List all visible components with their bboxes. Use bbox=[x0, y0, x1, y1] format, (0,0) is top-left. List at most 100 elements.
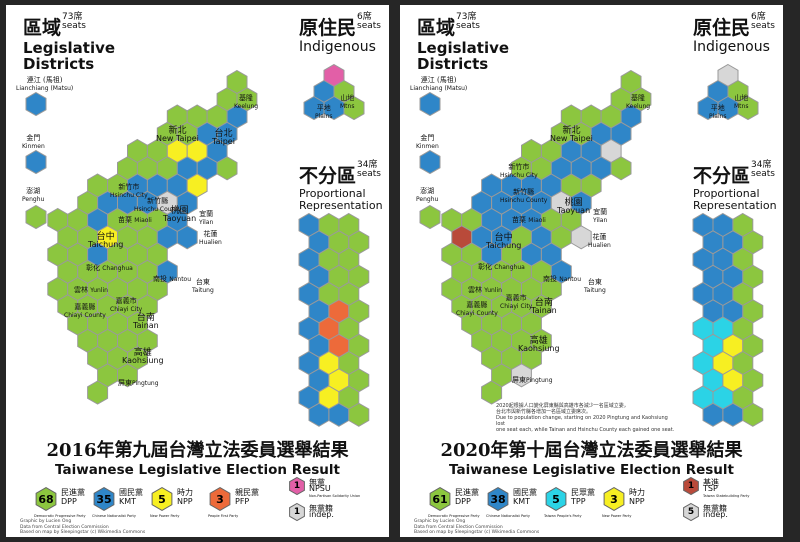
label-miaoli: 苗栗 Miaoli bbox=[118, 216, 152, 224]
legend-count-npp: 3 bbox=[610, 492, 618, 506]
legend-hex-npp bbox=[151, 487, 173, 511]
label-hsinchucity: 新竹市 Hsinchu City bbox=[500, 163, 538, 179]
label-yunlin: 雲林 Yunlin bbox=[468, 286, 502, 294]
label-lianchiang: 連江 (馬祖) Lianchiang (Matsu) bbox=[16, 76, 74, 92]
label-yunlin: 雲林 Yunlin bbox=[74, 286, 108, 294]
title-block-2016: 2016年第九屆台灣立法委員選舉結果 Taiwanese Legislative… bbox=[6, 436, 389, 478]
proportional-en-1: Proportional bbox=[693, 187, 760, 200]
proportional-seat-hex bbox=[722, 402, 744, 427]
label-chiayicity: 嘉義市 Chiayi City bbox=[500, 294, 533, 310]
label-pingtung: 屏東Pingtung bbox=[118, 379, 159, 387]
proportional-seat-hex bbox=[742, 402, 764, 427]
credit-2020: Graphic by Lucien Ong Data from Central E… bbox=[414, 519, 540, 535]
penghu-seat-hex bbox=[25, 204, 47, 230]
legend-count-dpp: 68 bbox=[38, 492, 54, 506]
legend-fullname-pfp: People First Party bbox=[208, 514, 239, 518]
label-taichung: 台中 Taichung bbox=[486, 233, 522, 250]
label-hualien: 花蓮 Hualien bbox=[199, 230, 222, 246]
districts-cn: 區域 bbox=[23, 17, 62, 39]
legend-fullname-kmt: Chinese Nationalist Party bbox=[486, 514, 530, 518]
legend-count-tsp: 1 bbox=[687, 481, 695, 491]
districts-cn: 區域 bbox=[417, 17, 456, 39]
proportional-seat-hex bbox=[308, 402, 330, 427]
proportional-en-2: Representation bbox=[693, 199, 777, 212]
label-kaohsiung: 高雄 Kaohsiung bbox=[518, 336, 560, 353]
proportional-seat-hex bbox=[348, 402, 370, 427]
label-pingtung: 屏東Pingtung bbox=[512, 376, 553, 384]
label-mtns: 山地 Mtns bbox=[340, 94, 355, 110]
label-taichung: 台中 Taichung bbox=[88, 232, 124, 249]
legend-abbr-dpp: DPP bbox=[455, 497, 471, 506]
indigenous-header: 原住民6席 seats Indigenous bbox=[693, 12, 775, 55]
legend-abbr-dpp: DPP bbox=[61, 497, 77, 506]
district-seat-hex bbox=[570, 225, 592, 250]
legend-cn-kmt: 國民黨 bbox=[513, 488, 537, 497]
legend-count-indep: 5 bbox=[687, 507, 695, 517]
penghu-seat-hex bbox=[419, 204, 441, 230]
legend-hex-npp bbox=[603, 487, 625, 511]
legend-abbr-tpp: TPP bbox=[571, 497, 586, 506]
legend-abbr-indep: indep. bbox=[309, 510, 334, 519]
legend-hex-tpp bbox=[545, 487, 567, 511]
label-changhua: 彰化 Changhua bbox=[478, 263, 525, 271]
indigenous-seats: 6席 seats bbox=[357, 12, 381, 31]
legend-hex-kmt bbox=[93, 487, 115, 511]
label-taitung: 台東 Taitung bbox=[192, 278, 214, 294]
district-seat-hex bbox=[481, 380, 503, 405]
district-seat-hex bbox=[87, 380, 109, 405]
label-chiayicounty: 嘉義縣 Chiayi County bbox=[456, 301, 498, 317]
legend-fullname-tsp: Taiwan Statebuilding Party bbox=[703, 494, 750, 498]
districts-en-2: Districts bbox=[417, 55, 489, 73]
districts-en-1: Legislative bbox=[417, 39, 510, 57]
district-seat-hex bbox=[511, 363, 532, 388]
panel-2020: 區域73席 seats Legislative Districts 原住民6席 … bbox=[400, 5, 783, 537]
hex-map-2016 bbox=[25, 63, 370, 427]
districts-seats: 73席 seats bbox=[456, 12, 480, 31]
proportional-seat-hex bbox=[702, 402, 724, 427]
proportional-cn: 不分區 bbox=[693, 165, 751, 187]
title-en-2020: Taiwanese Legislative Election Result bbox=[449, 462, 734, 478]
title-cn-2020: 2020年第十屆台灣立法委員選舉結果 bbox=[440, 440, 743, 461]
districts-header: 區域73席 seats Legislative Districts bbox=[417, 12, 510, 73]
label-nantou: 南投 Nantou bbox=[153, 275, 192, 283]
legend-fullname-dpp: Democratic Progressive Party bbox=[34, 514, 86, 518]
hex-map-2020 bbox=[419, 63, 764, 427]
indigenous-seats: 6席 seats bbox=[751, 12, 775, 31]
district-seat-hex bbox=[216, 156, 238, 181]
proportional-header: 不分區34席 seats Proportional Representation bbox=[299, 161, 383, 212]
label-kinmen: 金門 Kinmen bbox=[416, 134, 439, 150]
label-nantou: 南投 Nantou bbox=[543, 275, 582, 283]
label-taipei: 台北 Taipei bbox=[212, 129, 235, 146]
indigenous-en: Indigenous bbox=[299, 39, 376, 55]
legend-abbr-npsu: NPSU bbox=[309, 484, 331, 493]
proportional-en-1: Proportional bbox=[299, 187, 366, 200]
legend-fullname-dpp: Democratic Progressive Party bbox=[428, 514, 480, 518]
districts-header: 區域73席 seats Legislative Districts bbox=[23, 13, 116, 73]
legend-count-npp: 5 bbox=[158, 492, 166, 506]
panel-2016: 區域73席 seats Legislative Districts 原住民6席 … bbox=[6, 5, 389, 537]
legend-hex-indep bbox=[683, 502, 699, 522]
label-hsinchucounty: 新竹縣 Hsinchu County bbox=[500, 188, 548, 204]
legend-fullname-tpp: Taiwan People's Party bbox=[544, 514, 582, 518]
legend-cn-npp: 時力 bbox=[629, 488, 645, 497]
legend-hex-dpp bbox=[429, 487, 451, 511]
legend-count-kmt: 35 bbox=[96, 492, 112, 506]
indigenous-seat-hex bbox=[343, 95, 365, 121]
title-cn-2016: 2016年第九屆台灣立法委員選舉結果 bbox=[46, 440, 349, 461]
legend-2020: 61 民進黨 DPP Democratic Progressive Party 38 國民… bbox=[400, 476, 783, 526]
legend-cn-tpp: 民眾黨 bbox=[571, 488, 595, 497]
legend-count-indep: 1 bbox=[293, 507, 301, 517]
legend-count-pfp: 3 bbox=[216, 492, 224, 506]
legend-abbr-tsp: TSP bbox=[703, 484, 718, 493]
label-kinmen: 金門 Kinmen bbox=[22, 134, 45, 150]
label-penghu: 澎湖 Penghu bbox=[22, 187, 45, 203]
legend-fullname-npp: New Power Party bbox=[602, 514, 632, 518]
legend-cn-indep: 無黨籍 bbox=[309, 504, 333, 513]
districts-en-1: Legislative bbox=[23, 39, 116, 57]
lianchiang-seat-hex bbox=[25, 91, 47, 117]
legend-cn-dpp: 民進黨 bbox=[455, 488, 479, 497]
label-tainan: 台南 Tainan bbox=[133, 313, 159, 330]
legend-fullname-npp: New Power Party bbox=[150, 514, 180, 518]
label-taoyuan: 桃園 Taoyuan bbox=[557, 198, 591, 215]
legend-abbr-indep: indep. bbox=[703, 510, 728, 519]
